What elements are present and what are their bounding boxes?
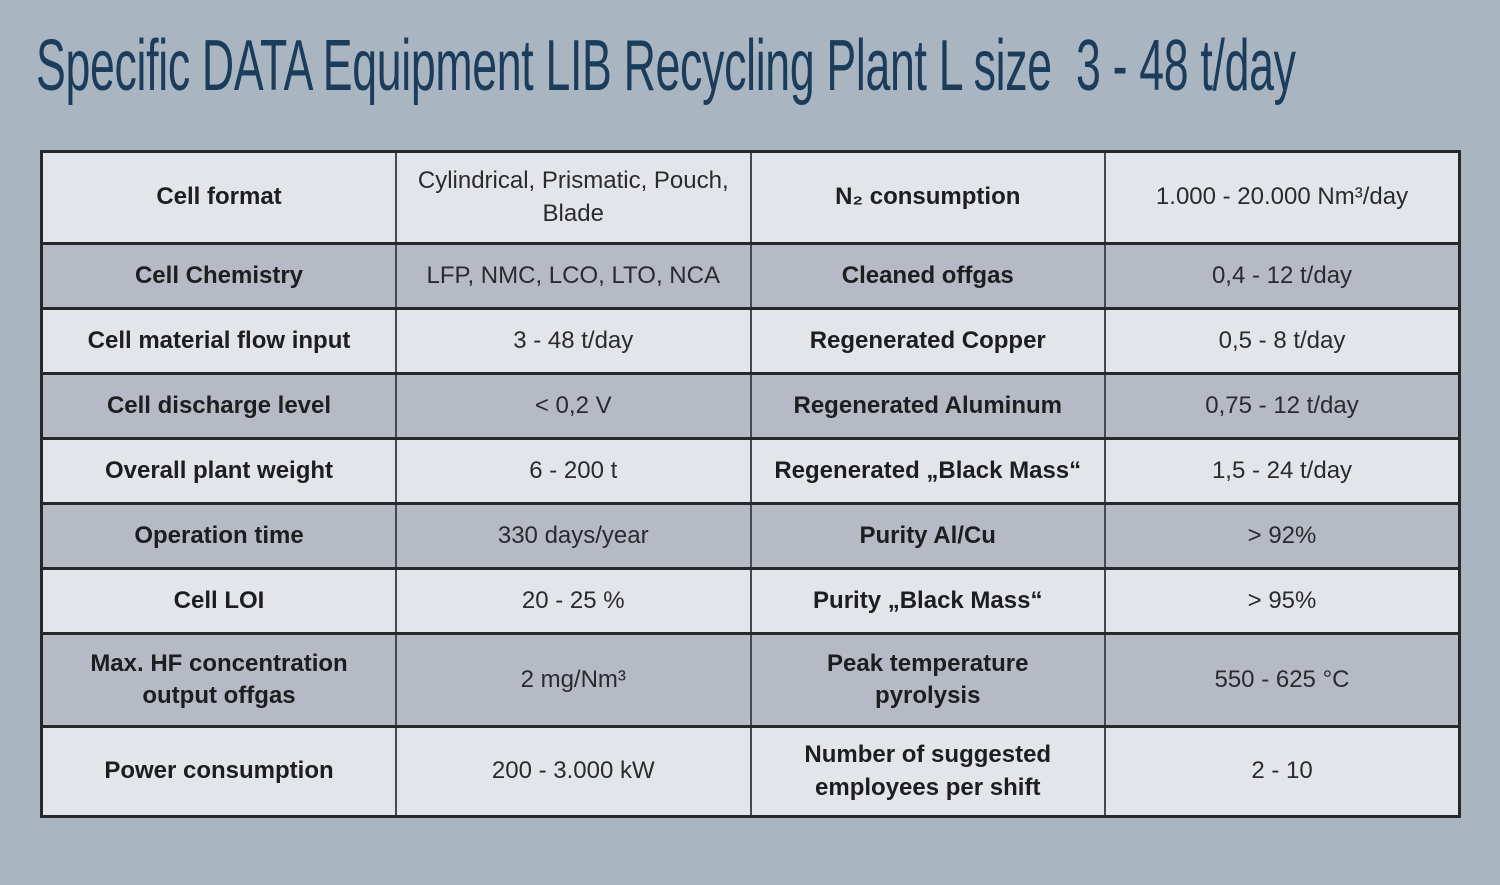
spec-label-left: Operation time (40, 502, 397, 570)
spec-value-left: 330 days/year (395, 502, 752, 570)
spec-value-right: 0,5 - 8 t/day (1104, 307, 1461, 375)
spec-value-left: 3 - 48 t/day (395, 307, 752, 375)
table-row: Operation time 330 days/year Purity Al/C… (40, 502, 1461, 570)
spec-value-right: > 92% (1104, 502, 1461, 570)
table-row: Cell format Cylindrical, Prismatic, Pouc… (40, 150, 1461, 245)
spec-value-left: 20 - 25 % (395, 567, 752, 635)
table-row: Cell Chemistry LFP, NMC, LCO, LTO, NCA C… (40, 242, 1461, 310)
table-row: Cell material flow input 3 - 48 t/day Re… (40, 307, 1461, 375)
spec-label-left: Overall plant weight (40, 437, 397, 505)
table-row: Overall plant weight 6 - 200 t Regenerat… (40, 437, 1461, 505)
spec-value-right: 0,4 - 12 t/day (1104, 242, 1461, 310)
spec-label-left: Max. HF concentration output offgas (40, 632, 397, 728)
spec-value-left: 200 - 3.000 kW (395, 725, 752, 818)
spec-label-right: Regenerated Aluminum (749, 372, 1106, 440)
spec-label-right: Purity „Black Mass“ (749, 567, 1106, 635)
spec-value-right: 550 - 625 °C (1104, 632, 1461, 728)
spec-label-right: Cleaned offgas (749, 242, 1106, 310)
spec-value-right: 1,5 - 24 t/day (1104, 437, 1461, 505)
spec-value-right: > 95% (1104, 567, 1461, 635)
spec-value-right: 2 - 10 (1104, 725, 1461, 818)
spec-label-right: N₂ consumption (749, 150, 1106, 245)
spec-table: Cell format Cylindrical, Prismatic, Pouc… (40, 150, 1461, 818)
spec-label-right: Regenerated Copper (749, 307, 1106, 375)
spec-label-left: Cell LOI (40, 567, 397, 635)
spec-label-right: Purity Al/Cu (749, 502, 1106, 570)
spec-label-left: Cell format (40, 150, 397, 245)
spec-label-left: Power consumption (40, 725, 397, 818)
page-title: Specific DATA Equipment LIB Recycling Pl… (36, 26, 1296, 106)
spec-label-right: Regenerated „Black Mass“ (749, 437, 1106, 505)
spec-value-left: 6 - 200 t (395, 437, 752, 505)
spec-value-left: LFP, NMC, LCO, LTO, NCA (395, 242, 752, 310)
table-row: Cell LOI 20 - 25 % Purity „Black Mass“ >… (40, 567, 1461, 635)
spec-label-right: Peak temperature pyrolysis (749, 632, 1106, 728)
spec-value-left: Cylindrical, Prismatic, Pouch, Blade (395, 150, 752, 245)
table-row: Cell discharge level < 0,2 V Regenerated… (40, 372, 1461, 440)
spec-label-right: Number of suggested employees per shift (749, 725, 1106, 818)
spec-value-right: 1.000 - 20.000 Nm³/day (1104, 150, 1461, 245)
spec-label-left: Cell discharge level (40, 372, 397, 440)
spec-value-right: 0,75 - 12 t/day (1104, 372, 1461, 440)
spec-value-left: < 0,2 V (395, 372, 752, 440)
spec-label-left: Cell material flow input (40, 307, 397, 375)
table-row: Max. HF concentration output offgas 2 mg… (40, 632, 1461, 728)
table-row: Power consumption 200 - 3.000 kW Number … (40, 725, 1461, 818)
spec-label-left: Cell Chemistry (40, 242, 397, 310)
spec-value-left: 2 mg/Nm³ (395, 632, 752, 728)
